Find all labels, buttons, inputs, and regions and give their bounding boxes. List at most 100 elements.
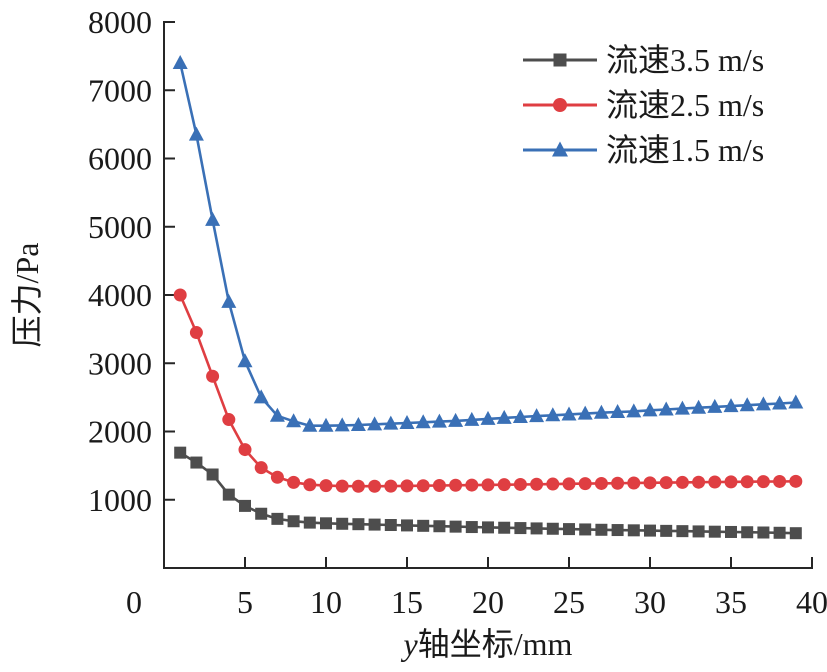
circle-marker (222, 413, 236, 427)
x-axis-label: y轴坐标/mm (401, 626, 573, 662)
y-tick-label: 4000 (88, 277, 152, 313)
square-marker (530, 522, 543, 535)
circle-marker (594, 476, 608, 490)
x-tick-label: 0 (126, 584, 142, 620)
square-marker (255, 507, 268, 520)
y-tick-label: 8000 (88, 4, 152, 40)
triangle-marker (552, 141, 568, 157)
y-tick-label: 6000 (88, 141, 152, 177)
triangle-marker (431, 413, 447, 428)
triangle-marker (496, 409, 512, 424)
square-marker (417, 519, 430, 532)
triangle-marker (302, 417, 318, 432)
series-flow-2-5 (173, 288, 803, 493)
triangle-marker (367, 416, 383, 431)
circle-marker (578, 477, 592, 491)
triangle-marker (415, 414, 431, 429)
triangle-marker (188, 126, 204, 141)
y-tick-label: 3000 (88, 345, 152, 381)
circle-marker (497, 478, 511, 492)
circle-marker (553, 98, 567, 112)
legend: 流速3.5 m/s 流速2.5 m/s 流速1.5 m/s (523, 42, 764, 168)
square-marker (482, 521, 494, 534)
circle-marker (627, 476, 641, 490)
square-marker (433, 520, 446, 533)
circle-marker (368, 479, 382, 493)
legend-entry: 流速1.5 m/s (523, 132, 764, 168)
circle-marker (675, 475, 689, 489)
circle-marker (432, 478, 446, 492)
circle-marker (546, 477, 560, 491)
axes (163, 21, 813, 569)
x-tick-label: 10 (310, 584, 342, 620)
circle-marker (254, 461, 268, 475)
triangle-marker (593, 404, 609, 419)
triangle-marker (772, 395, 788, 410)
triangle-marker (172, 54, 188, 69)
circle-marker (530, 477, 544, 491)
square-marker (789, 527, 802, 540)
circle-marker (724, 475, 738, 489)
square-marker (627, 524, 640, 537)
legend-label: 流速3.5 m/s (606, 42, 764, 78)
triangle-marker (529, 408, 545, 423)
square-marker (660, 524, 673, 537)
triangle-marker (707, 398, 723, 413)
triangle-marker (334, 417, 350, 432)
triangle-marker (237, 353, 253, 368)
y-tick-label: 2000 (88, 414, 152, 450)
triangle-marker (577, 405, 593, 420)
triangle-marker (350, 417, 366, 432)
square-marker (303, 516, 316, 529)
triangle-marker (723, 398, 739, 413)
circle-marker (643, 476, 657, 490)
triangle-marker (221, 293, 237, 308)
triangle-marker (545, 407, 561, 422)
triangle-marker (755, 396, 771, 411)
series-flow-3-5 (174, 446, 802, 540)
circle-marker (303, 478, 317, 492)
triangle-marker (318, 417, 334, 432)
square-marker (553, 53, 567, 67)
square-marker (546, 522, 559, 535)
x-tick-label: 5 (237, 584, 253, 620)
circle-marker (384, 479, 398, 493)
circle-marker (562, 477, 576, 491)
circle-marker (189, 326, 203, 340)
square-marker (611, 524, 624, 537)
triangle-marker (480, 410, 496, 425)
square-marker (725, 525, 737, 538)
circle-marker (773, 474, 787, 488)
square-marker (271, 512, 284, 525)
square-marker (757, 526, 770, 539)
circle-marker (481, 478, 495, 492)
square-marker (287, 515, 300, 528)
square-marker (239, 499, 251, 512)
circle-marker (287, 475, 301, 489)
triangle-marker (691, 399, 707, 414)
x-tick-label: 25 (553, 584, 585, 620)
y-tick-label: 5000 (88, 209, 152, 245)
square-marker (676, 525, 689, 538)
triangle-marker (464, 411, 480, 426)
y-axis-label: 压力/Pa (9, 243, 45, 348)
square-marker (579, 523, 592, 536)
triangle-marker (286, 413, 302, 428)
circle-marker (692, 475, 706, 489)
x-tick-label: 15 (391, 584, 423, 620)
square-marker (595, 523, 608, 536)
circle-marker (173, 288, 187, 302)
legend-label: 流速1.5 m/s (606, 132, 764, 168)
square-marker (563, 523, 575, 536)
triangle-marker (626, 403, 642, 418)
triangle-marker (448, 412, 464, 427)
triangle-marker (610, 404, 626, 419)
square-marker (692, 525, 705, 538)
triangle-marker (642, 402, 658, 417)
circle-marker (351, 479, 365, 493)
triangle-marker (383, 415, 399, 430)
triangle-marker (512, 409, 528, 424)
square-marker (498, 521, 511, 534)
